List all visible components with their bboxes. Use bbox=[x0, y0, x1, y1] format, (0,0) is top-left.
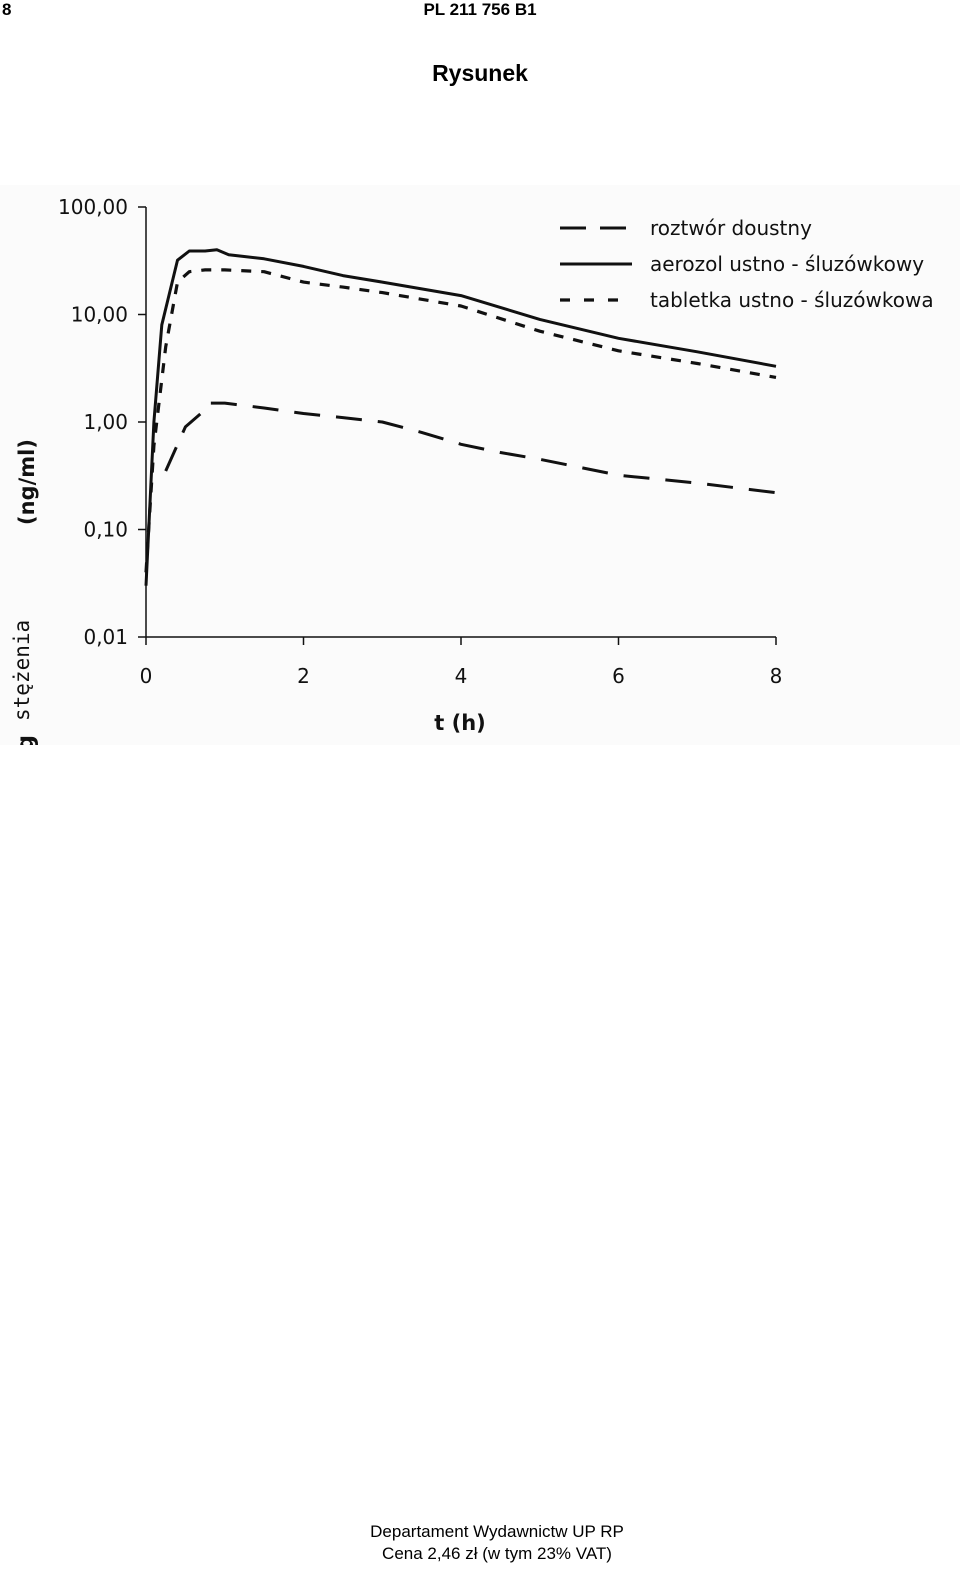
x-axis-label: t (h) bbox=[434, 711, 486, 735]
pk-chart: 100,00 10,00 1,00 0,10 0,01 0 2 4 6 8 log stężeni… bbox=[0, 185, 960, 745]
series-layer bbox=[144, 248, 777, 586]
series-line-3 bbox=[144, 268, 777, 573]
chart-axes: 100,00 10,00 1,00 0,10 0,01 0 2 4 6 8 bbox=[58, 195, 782, 688]
x-tick-label: 6 bbox=[612, 664, 625, 688]
publisher-footer: Departament Wydawnictw UP RP Cena 2,46 z… bbox=[0, 1521, 960, 1565]
footer-price: Cena 2,46 zł (w tym 23% VAT) bbox=[382, 1544, 612, 1563]
x-tick-label: 4 bbox=[455, 664, 468, 688]
chart-legend: roztwór doustny aerozol ustno - śluzówkow… bbox=[560, 216, 934, 312]
series-line-1 bbox=[164, 401, 777, 495]
legend-label-3: tabletka ustno - śluzówkowa bbox=[650, 288, 934, 312]
x-tick-label: 2 bbox=[297, 664, 310, 688]
y-tick-label: 100,00 bbox=[58, 195, 128, 219]
x-tick-label: 8 bbox=[770, 664, 783, 688]
y-axis-label-log: log bbox=[13, 735, 39, 745]
patent-id: PL 211 756 B1 bbox=[423, 0, 537, 19]
y-axis-label: log stężenia (ng/ml) bbox=[10, 439, 39, 745]
y-tick-label: 1,00 bbox=[83, 410, 128, 434]
y-tick-label: 0,01 bbox=[83, 625, 128, 649]
y-tick-label: 0,10 bbox=[83, 518, 128, 542]
chart-container: 100,00 10,00 1,00 0,10 0,01 0 2 4 6 8 log stężeni… bbox=[0, 185, 960, 745]
legend-label-2: aerozol ustno - śluzówkowy bbox=[650, 252, 924, 276]
figure-title: Rysunek bbox=[432, 60, 528, 86]
legend-label-1: roztwór doustny bbox=[650, 216, 812, 240]
y-tick-label: 10,00 bbox=[71, 303, 128, 327]
chart-background bbox=[0, 185, 960, 745]
footer-publisher: Departament Wydawnictw UP RP bbox=[370, 1522, 624, 1541]
y-axis-label-word: stężenia bbox=[10, 620, 34, 721]
page-number: 8 bbox=[2, 0, 12, 19]
x-tick-label: 0 bbox=[140, 664, 153, 688]
series-line-2 bbox=[144, 248, 777, 586]
y-axis-label-unit: (ng/ml) bbox=[15, 439, 39, 525]
